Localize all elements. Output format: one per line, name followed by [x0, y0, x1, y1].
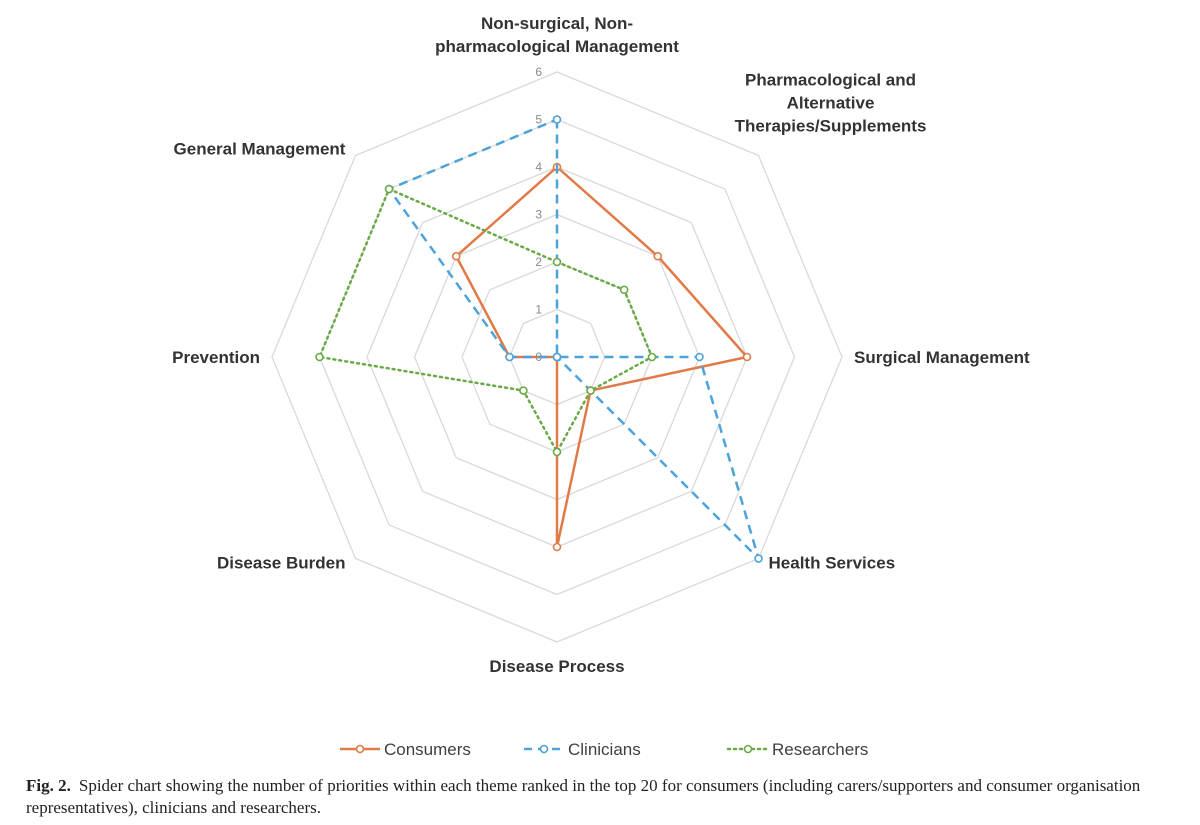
axis-label: Health Services	[769, 554, 896, 573]
tick-label: 5	[535, 113, 542, 127]
axis-label: Disease Process	[489, 657, 624, 676]
grid-ring	[271, 71, 843, 643]
researchers-point	[586, 386, 595, 395]
axis-label: Pharmacological and Alternative Therapies/…	[735, 70, 927, 135]
tick-label: 0	[535, 350, 542, 364]
clinicians-point	[695, 352, 704, 362]
consumers-legend-marker	[355, 744, 365, 754]
researchers-point	[552, 447, 562, 457]
consumers-point	[742, 352, 752, 362]
clinicians-legend-marker	[539, 744, 549, 754]
axis-label: Disease Burden	[217, 554, 346, 573]
axis-label: General Management	[174, 139, 346, 158]
clinicians-legend-label: Clinicians	[568, 740, 641, 759]
researchers-point	[647, 352, 657, 362]
axis-labels: Non-surgical, Non-pharmacological Manage…	[172, 14, 1030, 676]
spider-chart: 0 1 2 3 4 5 6 Non-surgical, Non-pharmacologica…	[172, 14, 1030, 759]
researchers-point	[384, 184, 394, 194]
researchers-point	[552, 257, 562, 267]
researchers-point	[519, 386, 528, 395]
tick-label: 4	[535, 160, 542, 174]
figure-caption: Fig. 2. Spider chart showing the number o…	[26, 775, 1186, 819]
researchers-series-line	[318, 187, 654, 454]
researchers-point	[315, 352, 324, 362]
caption-text: Spider chart showing the number of prior…	[26, 776, 1141, 817]
consumers-point	[552, 542, 562, 552]
researchers-legend-marker	[743, 744, 753, 754]
axis-label: Non-surgical, Non-pharmacological Manage…	[435, 14, 679, 56]
clinicians-point	[552, 115, 562, 124]
legend: Consumers Clinicians Researchers	[340, 740, 868, 759]
axis-label: Prevention	[172, 348, 260, 367]
consumers-legend-label: Consumers	[384, 740, 471, 759]
tick-label: 6	[535, 65, 542, 79]
researchers-point	[619, 285, 629, 295]
clinicians-series-line	[387, 118, 760, 560]
consumers-point	[653, 251, 663, 261]
caption-label: Fig. 2.	[26, 776, 71, 795]
clinicians-point	[552, 352, 562, 362]
tick-labels: 0 1 2 3 4 5 6	[535, 65, 542, 364]
tick-label: 1	[535, 303, 542, 317]
clinicians-point	[505, 352, 514, 362]
clinicians-point	[754, 554, 763, 563]
axis-label: Surgical Management	[854, 348, 1030, 367]
tick-label: 3	[535, 208, 542, 222]
tick-label: 2	[535, 255, 542, 269]
researchers-legend-label: Researchers	[772, 740, 868, 759]
series-layer	[315, 115, 763, 563]
consumers-point	[451, 251, 461, 261]
